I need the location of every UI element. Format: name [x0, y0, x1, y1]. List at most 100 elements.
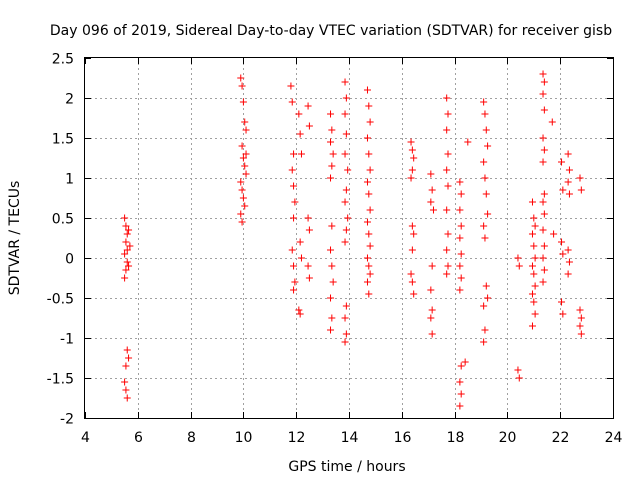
data-point — [407, 174, 415, 182]
data-point — [237, 74, 245, 82]
data-point — [481, 326, 489, 334]
data-point — [558, 298, 566, 306]
data-point — [539, 278, 547, 286]
data-point — [515, 374, 523, 382]
data-point — [408, 278, 416, 286]
data-point — [341, 238, 349, 246]
data-point — [297, 254, 305, 262]
data-point — [123, 346, 131, 354]
data-point — [366, 242, 374, 250]
data-point — [457, 190, 465, 198]
data-point — [122, 266, 130, 274]
data-point — [481, 234, 489, 242]
data-point — [341, 338, 349, 346]
data-point — [290, 150, 298, 158]
data-point — [291, 198, 299, 206]
x-tick-label: 22 — [552, 430, 570, 446]
data-point — [558, 158, 566, 166]
data-point — [121, 250, 129, 258]
data-point — [342, 302, 350, 310]
data-point — [344, 166, 352, 174]
data-point — [444, 150, 452, 158]
data-point — [457, 222, 465, 230]
data-point — [239, 154, 247, 162]
x-axis-label: GPS time / hours — [288, 459, 405, 475]
data-point — [539, 198, 547, 206]
data-point — [408, 146, 416, 154]
data-point — [428, 330, 436, 338]
data-point — [531, 254, 539, 262]
data-point — [239, 98, 247, 106]
data-point — [328, 314, 336, 322]
data-point — [329, 150, 337, 158]
data-point — [443, 206, 451, 214]
data-point — [238, 218, 246, 226]
y-tick-label: 0 — [65, 252, 74, 268]
x-tick-label: 6 — [134, 430, 143, 446]
data-point — [427, 286, 435, 294]
data-point — [366, 166, 374, 174]
data-point — [443, 94, 451, 102]
data-point — [328, 162, 336, 170]
data-point — [484, 142, 492, 150]
data-point — [238, 142, 246, 150]
data-point — [528, 290, 536, 298]
y-tick-label: -2 — [60, 412, 74, 428]
y-tick-label: -1 — [60, 332, 74, 348]
data-point — [577, 186, 585, 194]
x-tick-labels: 4 6 8 10 12 14 16 18 20 22 24 — [81, 430, 622, 446]
data-point — [329, 278, 337, 286]
data-point — [456, 402, 464, 410]
y-tick-labels: -2 -1.5 -1 -0.5 0 0.5 1 1.5 2 2.5 — [47, 52, 74, 428]
data-points — [121, 70, 585, 410]
plot-frame — [84, 57, 614, 419]
data-point — [558, 238, 566, 246]
data-point — [514, 366, 522, 374]
data-point — [122, 386, 130, 394]
chart-title: Day 096 of 2019, Sidereal Day-to-day VTE… — [50, 23, 612, 39]
data-point — [540, 190, 548, 198]
data-point — [480, 338, 488, 346]
data-point — [564, 150, 572, 158]
data-point — [304, 262, 312, 270]
data-point — [121, 274, 129, 282]
data-point — [288, 98, 296, 106]
data-point — [295, 110, 303, 118]
data-point — [428, 186, 436, 194]
data-point — [457, 250, 465, 258]
data-point — [456, 286, 464, 294]
data-point — [296, 238, 304, 246]
data-point — [429, 206, 437, 214]
data-point — [565, 190, 573, 198]
data-point — [365, 262, 373, 270]
data-point — [239, 194, 247, 202]
data-point — [484, 210, 492, 218]
y-tick-label: -1.5 — [47, 372, 74, 388]
x-tick-label: 20 — [499, 430, 517, 446]
data-point — [297, 150, 305, 158]
data-point — [296, 130, 304, 138]
y-tick-label: 2.5 — [52, 52, 74, 68]
data-point — [528, 230, 536, 238]
data-point — [122, 362, 130, 370]
data-point — [342, 94, 350, 102]
data-point — [428, 262, 436, 270]
data-point — [531, 282, 539, 290]
data-point — [539, 90, 547, 98]
data-point — [456, 378, 464, 386]
data-point — [123, 246, 131, 254]
data-point — [427, 314, 435, 322]
data-point — [576, 306, 584, 314]
data-point — [366, 118, 374, 126]
data-point — [564, 178, 572, 186]
data-point — [327, 110, 335, 118]
data-point — [528, 262, 536, 270]
data-point — [539, 70, 547, 78]
data-point — [288, 246, 296, 254]
data-point — [577, 330, 585, 338]
x-tick-label: 18 — [447, 430, 465, 446]
data-point — [327, 246, 335, 254]
data-point — [480, 158, 488, 166]
data-point — [530, 242, 538, 250]
